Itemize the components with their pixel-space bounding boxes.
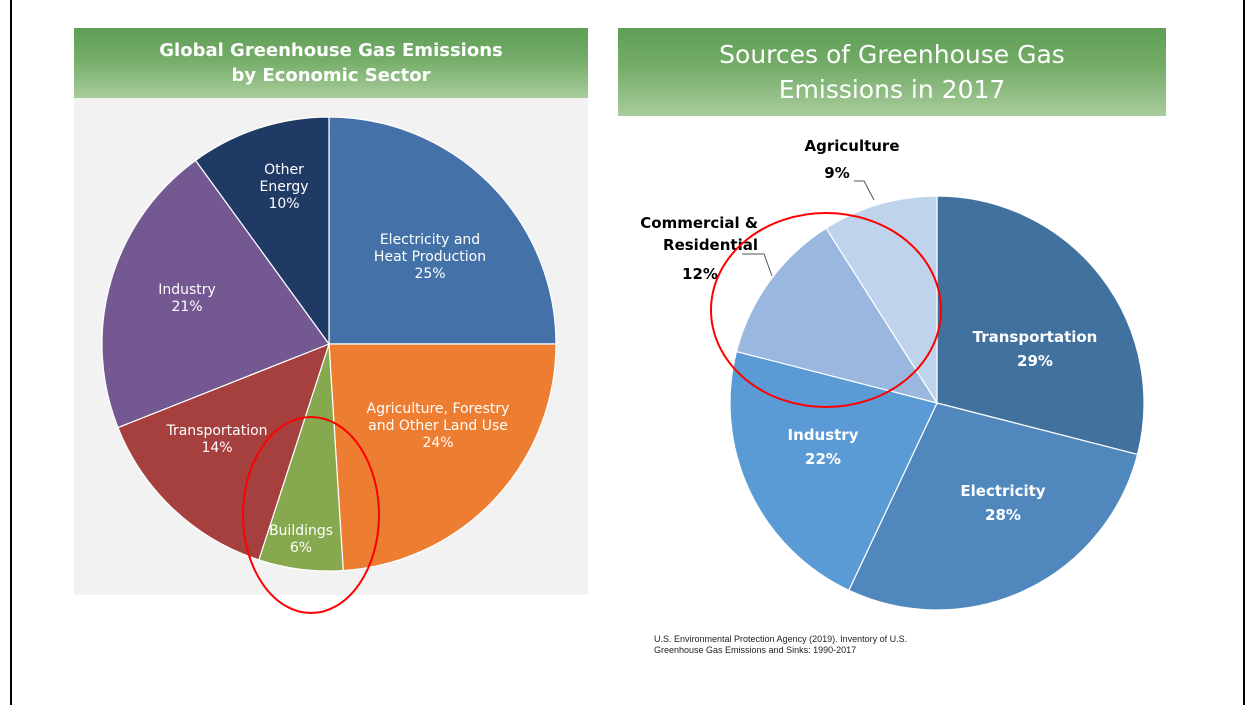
right-chart-title: Sources of Greenhouse Gas Emissions in 2…: [618, 28, 1166, 116]
right-pie-label-3: Commercial & Residential: [640, 214, 758, 254]
right-pie-slice-3: [735, 227, 939, 404]
left-pie-slice-0: [328, 116, 557, 345]
right-pie-slice-0: [936, 195, 1145, 456]
left-pie-slice-3: [117, 342, 330, 561]
right-chart-title-line-2: Emissions in 2017: [778, 75, 1006, 104]
left-chart-title-line-1: Global Greenhouse Gas Emissions: [159, 40, 503, 61]
right-pie-pct-4: 9%: [824, 164, 849, 182]
highlight-circle-buildings: [242, 416, 380, 614]
slide-frame: [10, 0, 1245, 705]
left-pie-slice-1: [328, 343, 557, 572]
right-chart-title-line-1: Sources of Greenhouse Gas: [719, 40, 1065, 69]
left-pie-label-3: Transportation 14%: [165, 423, 267, 456]
left-chart-title: Global Greenhouse Gas Emissions by Econo…: [74, 28, 588, 98]
right-pie-slice-2: [729, 350, 938, 592]
right-pie-label-4: Agriculture: [804, 137, 899, 155]
left-pie-slice-4: [101, 159, 330, 429]
left-chart-title-line-2: by Economic Sector: [231, 65, 431, 86]
left-pie-label-1: Agriculture, Forestry and Other Land Use 2…: [367, 401, 510, 451]
left-pie-label-4: Industry 21%: [158, 282, 216, 315]
right-pie-label-0: Transportation 29%: [973, 328, 1098, 370]
citation-line-2: Greenhouse Gas Emissions and Sinks: 1990…: [654, 645, 857, 655]
right-pie-leader-4: [854, 180, 875, 201]
highlight-circle-agriculture-residential: [710, 212, 942, 408]
right-pie-slice-4: [825, 195, 938, 406]
source-citation: U.S. Environmental Protection Agency (20…: [654, 634, 994, 656]
right-pie-label-2: Industry 22%: [788, 426, 859, 468]
right-pie-label-1: Electricity 28%: [960, 482, 1045, 524]
left-pie-slice-5: [194, 116, 330, 346]
left-pie-label-2: Buildings 6%: [269, 523, 333, 556]
right-pie-leader-3: [742, 253, 773, 277]
left-pie-label-5: Other Energy 10%: [259, 162, 308, 212]
right-pie-pct-3: 12%: [682, 265, 718, 283]
citation-line-1: U.S. Environmental Protection Agency (20…: [654, 634, 908, 644]
right-pie-slice-1: [848, 402, 1139, 611]
left-pie-label-0: Electricity and Heat Production 25%: [374, 232, 486, 282]
